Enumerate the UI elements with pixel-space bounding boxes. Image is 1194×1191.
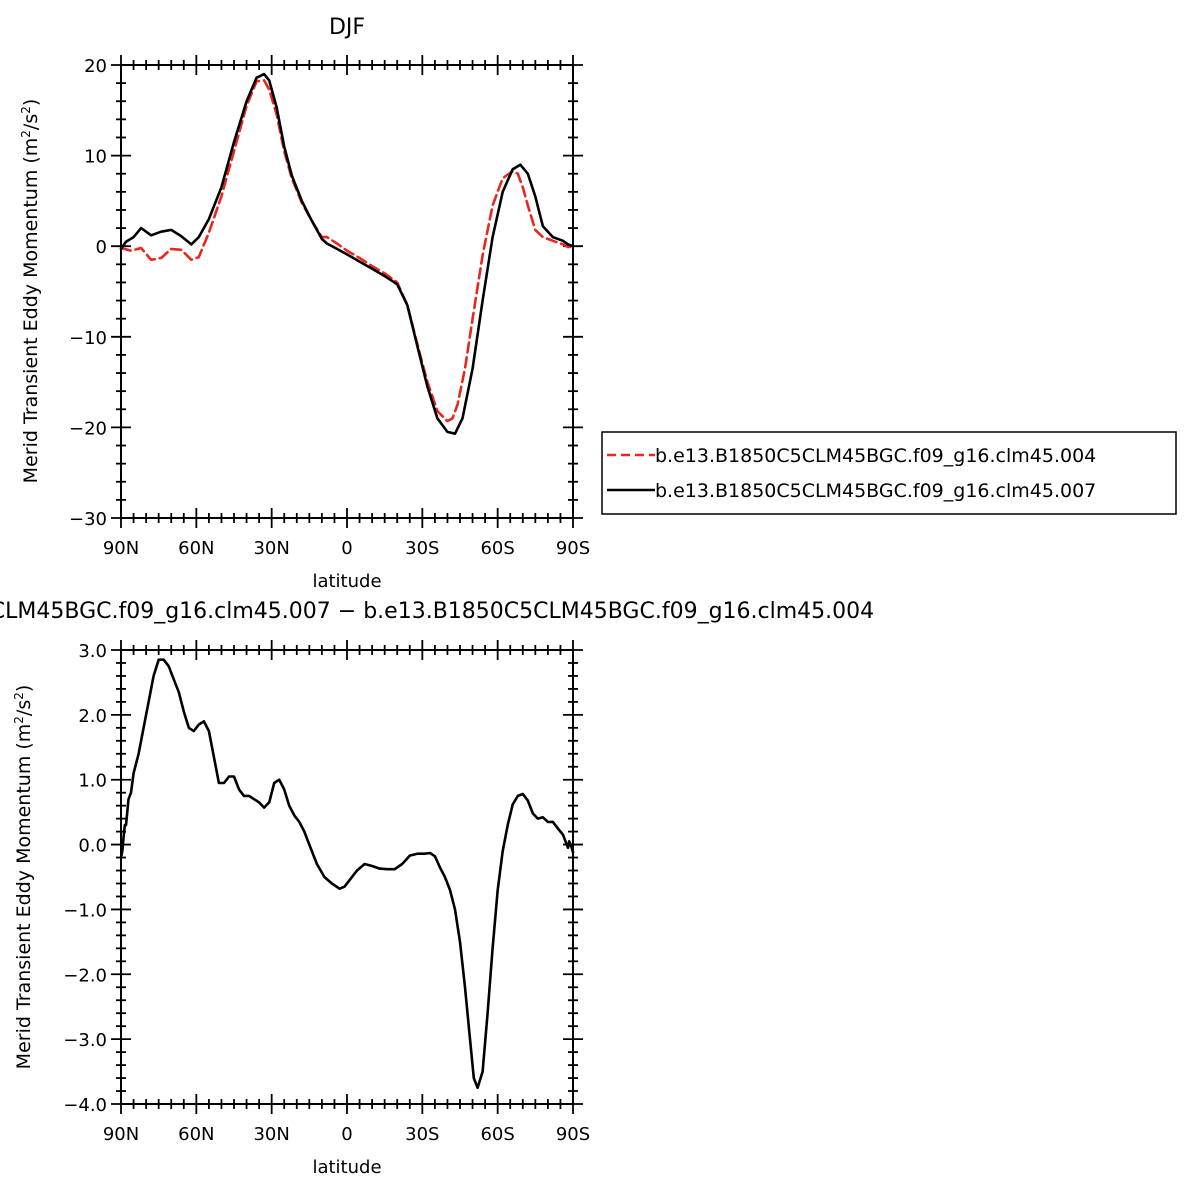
bottom-y-label-unit-exp1: 2 bbox=[12, 716, 26, 724]
bottom-y-tick-label: −4.0 bbox=[63, 1095, 107, 1116]
bottom-x-tick-label: 90S bbox=[556, 1124, 590, 1145]
top-y-label-open-paren: ( bbox=[20, 156, 42, 169]
top-chart-title: DJF bbox=[329, 15, 365, 40]
top-y-label-close-paren: ) bbox=[20, 99, 42, 106]
bottom-y-tick-label: 1.0 bbox=[78, 771, 107, 792]
bottom-series-line-0 bbox=[119, 658, 575, 1090]
bottom-y-tick-label: −3.0 bbox=[63, 1030, 107, 1051]
top-x-tick-label: 90N bbox=[103, 538, 139, 559]
top-chart-series bbox=[119, 72, 575, 435]
bottom-chart-series bbox=[119, 658, 575, 1090]
top-x-tick-label: 30N bbox=[253, 538, 289, 559]
bottom-x-tick-label: 60N bbox=[178, 1124, 214, 1145]
top-chart-tick-labels: 90N 60N 30N 0 30S 60S 90S −30 −20 −10 0 10 20 bbox=[69, 56, 590, 559]
top-chart-panel: DJF 90N 60N 30N 0 30S 60S 90S −30 −20 −10 0 10 20 la… bbox=[19, 15, 590, 592]
bottom-chart-tick-labels: 90N 60N 30N 0 30S 60S 90S −4.0 −3.0 −2.0 −1.0 0.0 1.… bbox=[63, 641, 590, 1145]
top-chart-frame bbox=[120, 64, 574, 519]
bottom-y-tick-label: −2.0 bbox=[63, 965, 107, 986]
bottom-chart-title: b.e13.B1850C5CLM45BGC.f09_g16.clm45.007 … bbox=[0, 599, 874, 624]
bottom-y-tick-label: −1.0 bbox=[63, 900, 107, 921]
bottom-y-tick-label: 3.0 bbox=[78, 641, 107, 662]
bottom-x-tick-label: 90N bbox=[103, 1124, 139, 1145]
top-y-label-unit-base: m bbox=[20, 138, 42, 157]
legend-label-007: b.e13.B1850C5CLM45BGC.f09_g16.clm45.007 bbox=[655, 480, 1096, 502]
top-y-tick-label: −10 bbox=[69, 328, 107, 349]
bottom-y-label-unit-mid: /s bbox=[13, 700, 35, 716]
top-y-tick-label: −30 bbox=[69, 509, 107, 530]
bottom-y-label-unit-exp2: 2 bbox=[12, 692, 26, 700]
top-y-label-unit-exp1: 2 bbox=[19, 130, 33, 138]
top-series-line-0 bbox=[119, 79, 575, 423]
legend: b.e13.B1850C5CLM45BGC.f09_g16.clm45.004 … bbox=[601, 431, 1177, 515]
top-y-tick-label: 10 bbox=[84, 147, 107, 168]
bottom-chart-y-axis-label: Merid Transient Eddy Momentum (m2/s2) bbox=[12, 685, 35, 1070]
legend-box bbox=[601, 431, 1177, 515]
top-x-tick-label: 60N bbox=[178, 538, 214, 559]
bottom-y-label-close-paren: ) bbox=[13, 685, 35, 692]
bottom-x-tick-label: 0 bbox=[341, 1124, 352, 1145]
top-y-tick-label: 0 bbox=[96, 237, 107, 258]
top-chart-y-axis-label: Merid Transient Eddy Momentum (m2/s2) bbox=[19, 99, 42, 484]
top-x-tick-label: 30S bbox=[405, 538, 439, 559]
top-chart-x-axis-label: latitude bbox=[312, 571, 381, 592]
bottom-x-tick-label: 60S bbox=[480, 1124, 514, 1145]
bottom-y-label-open-paren: ( bbox=[13, 742, 35, 755]
top-series-line-1 bbox=[119, 72, 575, 435]
bottom-x-tick-label: 30N bbox=[253, 1124, 289, 1145]
bottom-chart-panel: b.e13.B1850C5CLM45BGC.f09_g16.clm45.007 … bbox=[0, 599, 874, 1178]
bottom-chart-ticks bbox=[111, 640, 583, 1114]
bottom-chart-x-axis-label: latitude bbox=[312, 1157, 381, 1178]
top-x-tick-label: 60S bbox=[480, 538, 514, 559]
top-y-label-unit-mid: /s bbox=[20, 114, 42, 130]
bottom-chart-frame bbox=[120, 649, 574, 1105]
top-y-label-name: Merid Transient Eddy Momentum bbox=[20, 170, 42, 484]
legend-label-004: b.e13.B1850C5CLM45BGC.f09_g16.clm45.004 bbox=[655, 445, 1096, 467]
top-y-tick-label: 20 bbox=[84, 56, 107, 77]
bottom-y-label-name: Merid Transient Eddy Momentum bbox=[13, 756, 35, 1070]
top-x-tick-label: 0 bbox=[341, 538, 352, 559]
top-chart-ticks bbox=[111, 55, 583, 528]
top-x-tick-label: 90S bbox=[556, 538, 590, 559]
top-y-tick-label: −20 bbox=[69, 418, 107, 439]
bottom-y-label-unit-base: m bbox=[13, 724, 35, 743]
bottom-y-tick-label: 2.0 bbox=[78, 706, 107, 727]
top-y-label-unit-exp2: 2 bbox=[19, 106, 33, 114]
bottom-y-tick-label: 0.0 bbox=[78, 836, 107, 857]
bottom-x-tick-label: 30S bbox=[405, 1124, 439, 1145]
